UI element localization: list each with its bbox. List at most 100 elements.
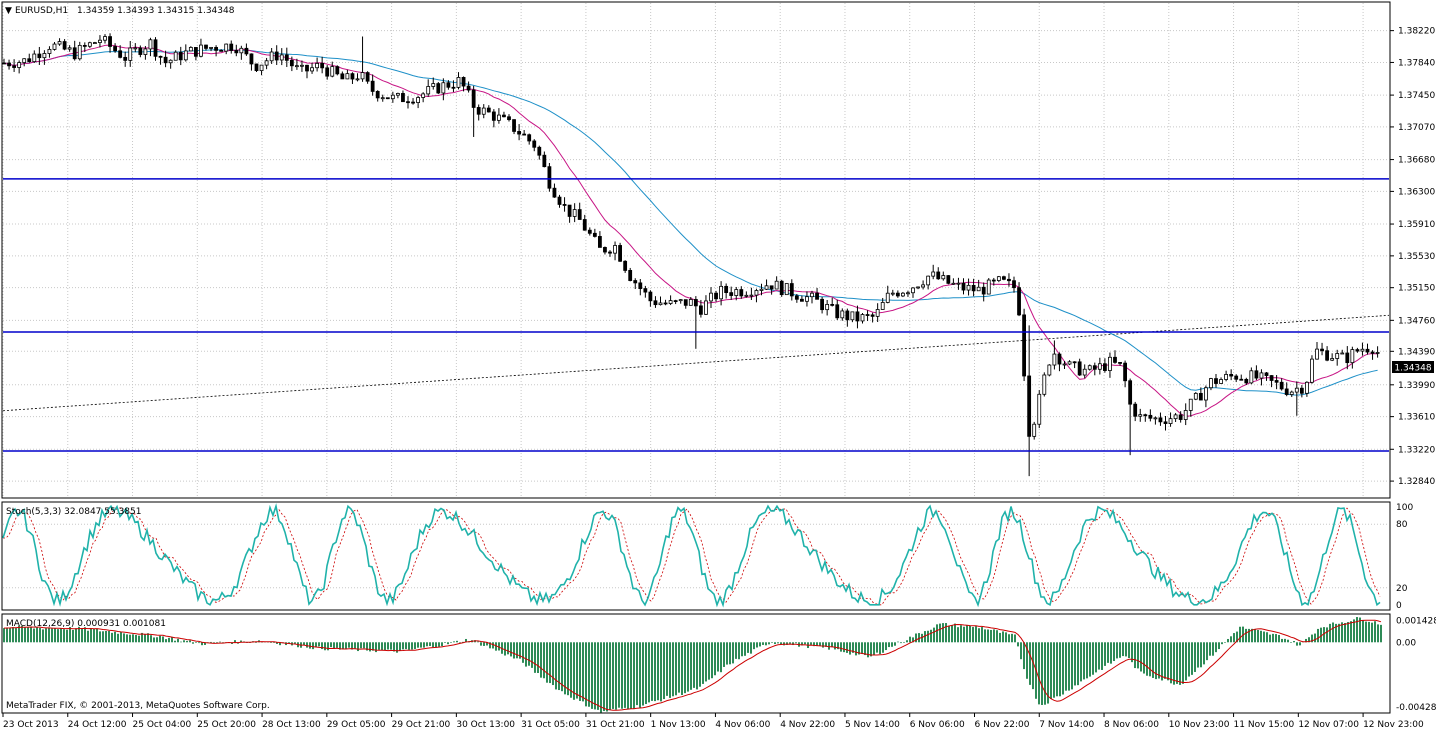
trendline[interactable]: [2, 314, 1390, 412]
price-tick-label: 1.33610: [1398, 413, 1435, 423]
time-tick-label: 28 Oct 13:00: [262, 720, 321, 730]
macd-bar: [198, 642, 200, 644]
candle: [598, 231, 602, 248]
candle: [32, 50, 37, 63]
macd-bar: [201, 642, 203, 646]
candle: [1234, 374, 1239, 383]
candle: [143, 45, 148, 60]
macd-bar: [1377, 624, 1379, 643]
candle: [1330, 353, 1335, 362]
macd-bar: [414, 642, 416, 649]
candle: [810, 290, 814, 304]
candle: [1355, 347, 1360, 353]
candle: [350, 72, 355, 84]
candle: [1274, 375, 1279, 390]
macd-bar: [1332, 622, 1334, 643]
stoch-panel-frame: [1, 501, 1391, 611]
macd-bar: [42, 629, 44, 643]
macd-bar: [396, 642, 398, 653]
candle: [704, 295, 708, 315]
macd-bar: [261, 641, 263, 643]
chart-header: ▼ EURUSD,H1 1.34359 1.34393 1.34315 1.34…: [5, 6, 235, 16]
candle: [936, 267, 941, 280]
candle: [613, 241, 617, 261]
macd-bar: [30, 626, 32, 643]
candle: [1052, 340, 1057, 370]
price-tick-label: 1.34760: [1398, 316, 1435, 326]
candle: [678, 299, 683, 304]
macd-bar: [1263, 631, 1265, 643]
macd-bar: [513, 642, 515, 659]
macd-bar: [594, 642, 596, 710]
macd-bar: [417, 642, 419, 648]
candle: [22, 58, 27, 67]
macd-bar: [1299, 642, 1301, 646]
macd-bar: [120, 631, 122, 643]
macd-bar: [507, 642, 509, 655]
macd-bar: [996, 630, 998, 643]
candle: [163, 50, 168, 68]
macd-bar: [879, 642, 881, 654]
candle: [224, 43, 229, 55]
macd-bar: [1134, 642, 1136, 669]
macd-bar: [759, 642, 761, 647]
candle: [335, 65, 340, 76]
macd-bar: [255, 642, 257, 643]
macd-bar: [1260, 630, 1262, 643]
macd-bar: [384, 642, 386, 651]
candle: [1325, 346, 1329, 362]
candle: [254, 63, 259, 73]
time-tick-label: 31 Oct 05:00: [521, 720, 580, 730]
candle: [673, 299, 678, 305]
macd-bar: [1155, 642, 1157, 680]
macd-bar: [339, 642, 341, 650]
macd-bar: [321, 642, 323, 650]
macd-bar: [381, 642, 383, 651]
macd-bar: [1200, 642, 1202, 668]
macd-bar: [36, 627, 38, 643]
candle: [1370, 350, 1375, 360]
macd-bar: [618, 642, 620, 708]
macd-bar: [1146, 642, 1148, 676]
macd-bar: [792, 642, 794, 646]
trendline-line[interactable]: [2, 314, 1390, 412]
macd-bar: [897, 641, 899, 643]
macd-bar: [123, 633, 125, 643]
macd-bar: [213, 642, 215, 643]
macd-bar: [561, 642, 563, 692]
candle: [461, 76, 466, 92]
macd-bar: [960, 625, 962, 643]
macd-bar: [648, 642, 650, 703]
candle: [1198, 387, 1203, 401]
candle: [1108, 352, 1112, 378]
price-tick-label: 1.33990: [1398, 381, 1435, 391]
macd-bar: [1365, 621, 1367, 643]
macd-bar: [825, 642, 827, 647]
macd-bar: [1281, 638, 1283, 643]
candle: [375, 90, 380, 102]
horizontal-levels[interactable]: [3, 178, 1389, 452]
macd-bar: [294, 642, 296, 644]
dropdown-arrow-icon[interactable]: ▼: [5, 6, 12, 16]
candle: [1143, 413, 1148, 422]
macd-bar: [1353, 619, 1355, 643]
candle: [1229, 369, 1234, 381]
candle: [345, 69, 350, 80]
macd-bar: [435, 642, 437, 648]
macd-bar: [105, 630, 107, 643]
macd-bar: [408, 642, 410, 650]
macd-bar: [585, 642, 587, 707]
candle: [1239, 374, 1244, 381]
macd-bar: [453, 641, 455, 643]
macd-bar: [1170, 642, 1172, 684]
macd-bar: [891, 642, 893, 647]
macd-bar: [603, 642, 605, 712]
candle: [1148, 409, 1153, 422]
time-tick-label: 23 Oct 2013: [3, 720, 59, 730]
candle: [244, 43, 249, 56]
macd-indicator: [3, 617, 1382, 713]
macd-bar: [1344, 622, 1346, 643]
macd-bar: [168, 637, 170, 643]
candle: [547, 162, 552, 192]
macd-bar: [324, 642, 326, 651]
